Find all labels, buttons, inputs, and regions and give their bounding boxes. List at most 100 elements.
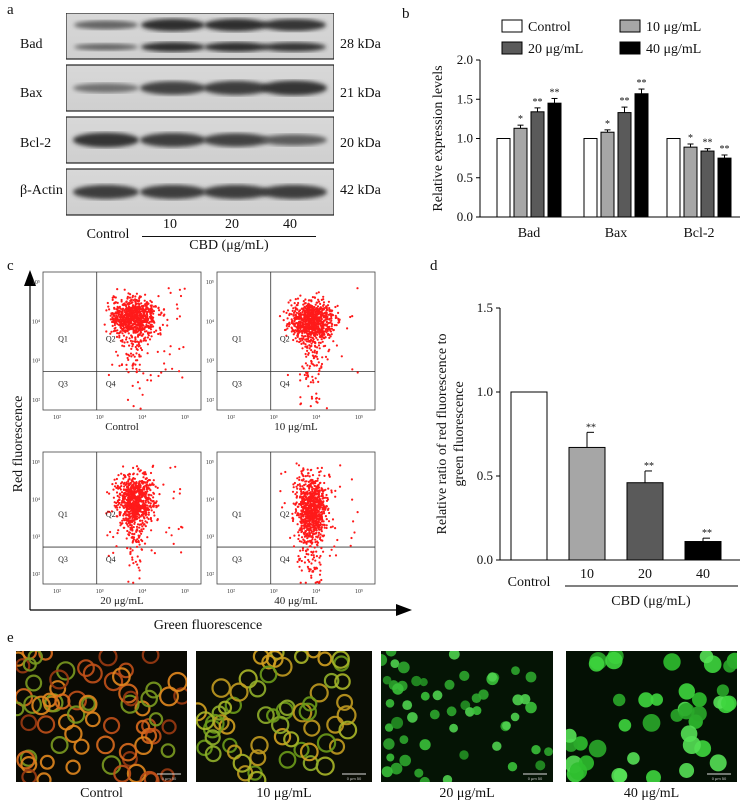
dot: [302, 367, 305, 370]
blot-band: [262, 18, 326, 32]
legend-label: 20 μg/mL: [528, 42, 583, 57]
dot: [316, 338, 319, 341]
dot: [146, 321, 149, 324]
dot: [125, 300, 128, 303]
dot: [287, 325, 291, 328]
dot: [119, 322, 122, 325]
cell: [507, 762, 518, 772]
dot: [130, 347, 133, 350]
dot: [118, 332, 121, 335]
dot: [317, 527, 320, 530]
dot: [130, 536, 133, 539]
dot: [124, 510, 127, 513]
treatment-bracket: [142, 236, 316, 237]
dot: [152, 483, 155, 486]
dot: [132, 319, 135, 322]
dot: [137, 319, 140, 322]
blot-row-name: β-Actin: [20, 183, 63, 198]
dot: [349, 544, 352, 547]
dot: [177, 527, 180, 531]
cell: [336, 693, 354, 711]
dot: [136, 507, 139, 511]
dot-cloud: [279, 462, 359, 584]
dot: [115, 321, 118, 324]
dot: [150, 509, 153, 512]
dot: [130, 519, 133, 522]
image-background: [196, 651, 372, 782]
dot: [305, 340, 308, 343]
tick-label: 10²: [53, 589, 61, 595]
dot: [300, 569, 303, 572]
dot: [304, 513, 307, 516]
quadrant-label: Q2: [106, 510, 116, 519]
dot: [316, 301, 319, 304]
dot: [149, 502, 152, 505]
dot: [135, 367, 138, 371]
dot: [142, 523, 145, 526]
dot: [303, 306, 306, 309]
dot: [144, 481, 147, 484]
dot: [299, 581, 302, 584]
dot: [301, 530, 304, 533]
dot: [317, 494, 320, 497]
dot: [324, 336, 327, 339]
dot: [302, 515, 305, 518]
dot: [310, 553, 313, 557]
dot: [126, 503, 129, 506]
dot: [111, 312, 114, 315]
dot: [133, 500, 136, 503]
dot: [307, 520, 310, 523]
dot: [138, 530, 141, 533]
dot: [309, 405, 312, 408]
dot: [118, 496, 121, 499]
dot: [158, 493, 161, 496]
dot: [134, 309, 137, 312]
dot: [127, 521, 130, 525]
cell: [232, 753, 252, 773]
dot: [304, 531, 307, 534]
dot: [305, 355, 308, 358]
significance-mark: **: [637, 78, 647, 89]
dot: [320, 366, 323, 369]
dot: [125, 338, 128, 341]
tick-label: 10⁵: [355, 415, 363, 421]
dot: [333, 545, 336, 548]
dot: [147, 501, 150, 504]
dot: [325, 407, 328, 410]
dot: [112, 314, 115, 317]
tick-label: 10⁴: [312, 415, 320, 421]
dot: [126, 529, 129, 533]
cell: [265, 708, 281, 723]
dot: [149, 499, 152, 502]
micrograph: 0 μm 50: [566, 651, 737, 782]
dot: [180, 525, 183, 528]
dot: [131, 558, 134, 561]
dot: [293, 481, 296, 485]
blot-band: [261, 184, 327, 200]
dot: [150, 325, 153, 328]
dot: [335, 324, 338, 327]
dot: [286, 317, 289, 320]
cell: [306, 651, 321, 659]
tick-label: 10⁵: [206, 280, 214, 286]
dot: [132, 353, 135, 356]
dot: [311, 488, 314, 491]
dot: [297, 312, 300, 315]
tick-label: 10⁴: [32, 319, 40, 325]
dot: [142, 485, 145, 488]
cell: [429, 709, 440, 720]
dot: [328, 554, 331, 557]
dot: [333, 324, 336, 327]
dot: [135, 513, 138, 516]
dot: [303, 539, 306, 542]
dot: [304, 343, 307, 346]
dot: [152, 479, 155, 482]
cell: [22, 657, 37, 672]
dot: [330, 319, 333, 322]
dot: [142, 339, 145, 342]
dot: [299, 487, 302, 490]
dot: [308, 516, 311, 519]
cell: [444, 679, 455, 690]
dot: [175, 303, 178, 306]
dot: [301, 469, 304, 472]
